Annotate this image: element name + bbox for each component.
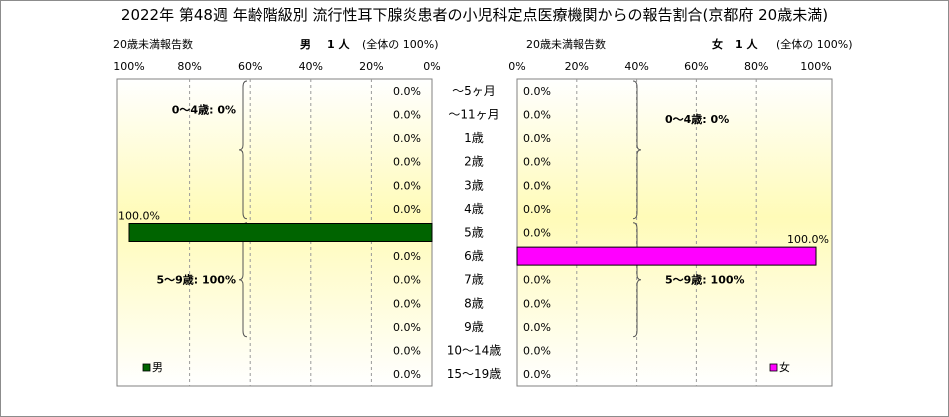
male-axis-tick-label: 40% (299, 60, 323, 73)
female-bar-value-label: 0.0% (523, 274, 551, 287)
age-category-label: 2歳 (464, 155, 484, 169)
female-bar-value-label: 0.0% (523, 368, 551, 381)
female-count: 1 人 (735, 38, 758, 51)
male-axis-tick-label: 60% (238, 60, 262, 73)
male-bar-value-label: 0.0% (393, 297, 421, 310)
male-axis-tick-label: 20% (359, 60, 383, 73)
age-category-label: ～5ヶ月 (452, 84, 496, 98)
chart-title: 2022年 第48週 年齢階級別 流行性耳下腺炎患者の小児科定点医療機関からの報… (120, 6, 829, 24)
female-share-note: (全体の 100%) (776, 38, 853, 51)
age-category-label: 7歳 (464, 273, 484, 287)
age-category-label: 5歳 (464, 226, 484, 240)
male-bar-value-label: 0.0% (393, 132, 421, 145)
female-age-group-annotation: 0～4歳: 0% (665, 112, 729, 126)
female-axis-tick-label: 20% (565, 60, 589, 73)
female-axis-tick-label: 40% (624, 60, 648, 73)
female-legend-label: 女 (779, 360, 790, 374)
male-sex-label: 男 (300, 38, 311, 51)
female-axis-tick-label: 60% (684, 60, 708, 73)
male-bar-value-label: 100.0% (118, 210, 160, 223)
male-share-note: (全体の 100%) (362, 38, 439, 51)
male-legend-label: 男 (152, 361, 163, 374)
male-count-label: 20歳未満報告数 (113, 38, 193, 51)
male-bar-value-label: 0.0% (393, 321, 421, 334)
male-bar-value-label: 0.0% (393, 203, 421, 216)
male-bar-value-label: 0.0% (393, 108, 421, 121)
male-axis-tick-label: 100% (113, 60, 144, 73)
male-bar-value-label: 0.0% (393, 250, 421, 263)
female-count-label: 20歳未満報告数 (526, 38, 606, 51)
age-category-label: 10～14歳 (447, 344, 502, 358)
female-bar-value-label: 0.0% (523, 179, 551, 192)
female-plot-area (516, 78, 833, 387)
female-age-group-brace (632, 80, 642, 220)
age-category-label: 8歳 (464, 296, 484, 310)
female-bar-value-label: 0.0% (523, 156, 551, 169)
female-axis-tick-label: 80% (744, 60, 768, 73)
female-bar-value-label: 0.0% (523, 203, 551, 216)
male-bar-value-label: 0.0% (393, 274, 421, 287)
female-bar (516, 246, 817, 266)
male-legend-swatch (142, 363, 151, 372)
age-category-label: 1歳 (464, 131, 484, 145)
male-bar-value-label: 0.0% (393, 156, 421, 169)
female-bar-value-label: 0.0% (523, 85, 551, 98)
age-category-label: ～11ヶ月 (448, 107, 499, 121)
age-category-label: 4歳 (464, 202, 484, 216)
male-axis-tick-label: 0% (423, 60, 440, 73)
female-bar-value-label: 100.0% (787, 233, 829, 246)
male-bar-value-label: 0.0% (393, 179, 421, 192)
male-bar (128, 223, 433, 242)
female-axis-tick-label: 0% (508, 60, 525, 73)
female-sex-label: 女 (712, 38, 723, 51)
female-bar-value-label: 0.0% (523, 227, 551, 240)
female-age-group-brace (632, 222, 642, 338)
male-bar-value-label: 0.0% (393, 368, 421, 381)
female-axis-tick-label: 100% (800, 60, 831, 73)
male-count: 1 人 (327, 38, 350, 51)
male-age-group-annotation: 5～9歳: 100% (156, 273, 236, 287)
age-category-label: 15～19歳 (447, 367, 502, 381)
female-age-group-annotation: 5～9歳: 100% (665, 273, 745, 287)
male-age-group-brace (238, 80, 248, 220)
age-category-label: 6歳 (464, 249, 484, 263)
age-category-label: 3歳 (464, 178, 484, 192)
female-bar-value-label: 0.0% (523, 108, 551, 121)
female-bar-value-label: 0.0% (523, 321, 551, 334)
female-bar-value-label: 0.0% (523, 345, 551, 358)
female-bar-value-label: 0.0% (523, 132, 551, 145)
male-bar-value-label: 0.0% (393, 85, 421, 98)
male-axis-tick-label: 80% (177, 60, 201, 73)
female-bar-value-label: 0.0% (523, 297, 551, 310)
male-age-group-annotation: 0～4歳: 0% (172, 103, 236, 117)
female-legend-swatch (769, 363, 778, 372)
age-category-label: 9歳 (464, 320, 484, 334)
male-bar-value-label: 0.0% (393, 345, 421, 358)
